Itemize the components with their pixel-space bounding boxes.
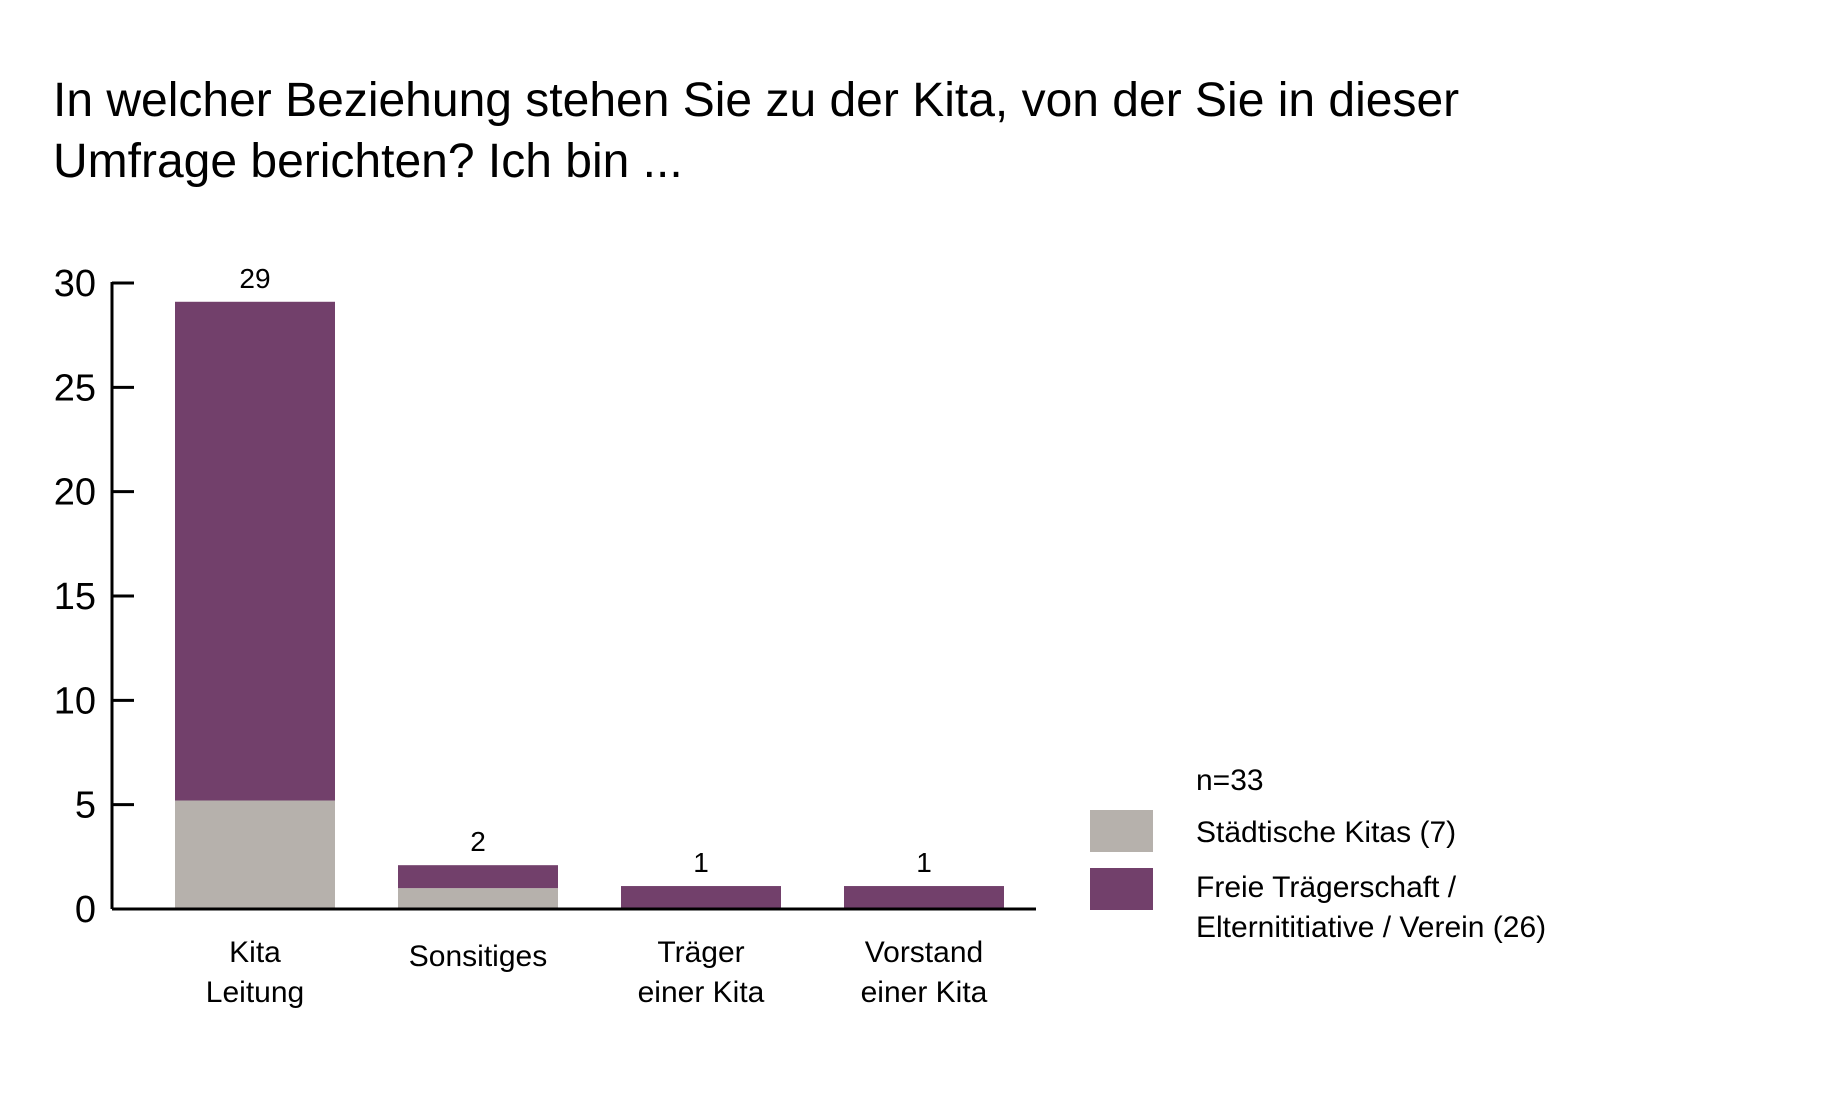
bar-segment <box>844 886 1004 909</box>
category-label: Kita <box>229 936 281 969</box>
legend-label: Elternititiative / Verein (26) <box>1196 911 1546 944</box>
legend: n=33 Städtische Kitas (7) Freie Trägerscha… <box>1090 764 1546 944</box>
legend-swatch <box>1090 810 1153 852</box>
bar-segment <box>398 865 558 889</box>
category-label: einer Kita <box>638 976 765 1009</box>
bar-segment <box>175 800 335 909</box>
category-labels: Kita Leitung Sonsitiges Träger einer Kita Vor… <box>206 936 988 1009</box>
category-label: Träger <box>657 936 744 969</box>
legend-label: Freie Trägerschaft / <box>1196 871 1457 904</box>
bar-segment <box>621 886 781 909</box>
data-label: 29 <box>239 263 270 294</box>
data-label: 1 <box>693 847 709 878</box>
y-tick-label: 20 <box>54 472 96 514</box>
chart-title: In welcher Beziehung stehen Sie zu der K… <box>53 74 1460 188</box>
y-tick-label: 15 <box>54 576 96 618</box>
bar-segment <box>175 301 335 801</box>
bars <box>175 301 1004 909</box>
bar-segment <box>398 888 558 909</box>
legend-note: n=33 <box>1196 764 1264 797</box>
legend-swatch <box>1090 868 1153 910</box>
y-tick-label: 10 <box>54 680 96 722</box>
legend-label: Städtische Kitas (7) <box>1196 816 1456 849</box>
category-label: Sonsitiges <box>409 940 547 973</box>
data-label: 1 <box>916 847 932 878</box>
data-labels: 29 2 1 1 <box>239 263 931 878</box>
y-tick-label: 25 <box>54 367 96 409</box>
y-axis: 0 5 10 15 20 25 30 <box>54 263 134 931</box>
data-label: 2 <box>470 826 486 857</box>
category-label: Vorstand <box>865 936 983 969</box>
y-tick-label: 0 <box>75 889 96 931</box>
category-label: einer Kita <box>861 976 988 1009</box>
y-tick-label: 5 <box>75 785 96 827</box>
y-tick-label: 30 <box>54 263 96 305</box>
category-label: Leitung <box>206 976 304 1009</box>
